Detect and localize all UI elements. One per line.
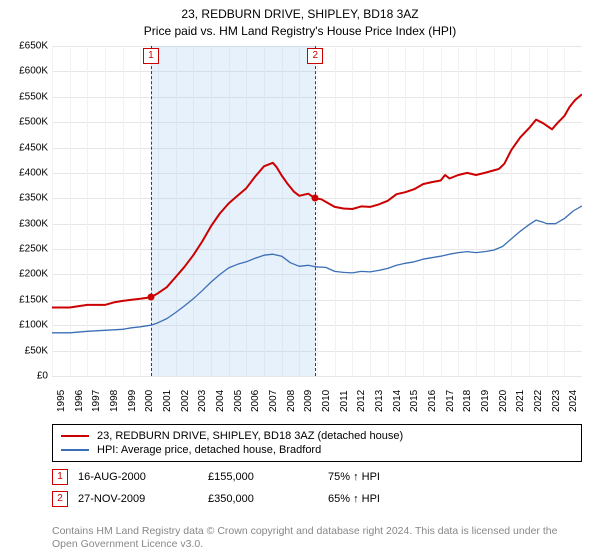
legend-item-red: 23, REDBURN DRIVE, SHIPLEY, BD18 3AZ (de… <box>61 429 573 443</box>
footer-attribution: Contains HM Land Registry data © Crown c… <box>52 525 582 552</box>
y-axis: £0£50K£100K£150K£200K£250K£300K£350K£400… <box>2 46 48 376</box>
event-number-box: 1 <box>52 469 68 485</box>
legend-item-blue: HPI: Average price, detached house, Brad… <box>61 443 573 457</box>
y-tick-label: £250K <box>19 244 48 255</box>
x-tick-label: 2014 <box>392 390 403 412</box>
x-tick-label: 2012 <box>356 390 367 412</box>
event-row: 1 16-AUG-2000£155,00075% ↑ HPI <box>52 466 582 488</box>
x-tick-label: 1999 <box>127 390 138 412</box>
x-tick-label: 2015 <box>409 390 420 412</box>
event-list: 1 16-AUG-2000£155,00075% ↑ HPI 2 27-NOV-200… <box>52 466 582 510</box>
event-pct: 65% ↑ HPI <box>328 493 448 505</box>
x-axis: 1995 1996 1997 1998 1999 2000 2001 2002 2003 2004… <box>52 378 582 418</box>
y-tick-label: £200K <box>19 269 48 280</box>
x-tick-label: 2019 <box>480 390 491 412</box>
x-tick-label: 2005 <box>233 390 244 412</box>
x-tick-label: 1996 <box>74 390 85 412</box>
legend-swatch-blue <box>61 449 89 451</box>
y-tick-label: £450K <box>19 142 48 153</box>
x-tick-label: 2007 <box>268 390 279 412</box>
event-date: 27-NOV-2009 <box>78 493 208 505</box>
x-tick-label: 2024 <box>568 390 579 412</box>
legend-swatch-red <box>61 435 89 437</box>
legend: 23, REDBURN DRIVE, SHIPLEY, BD18 3AZ (de… <box>52 424 582 462</box>
y-tick-label: £650K <box>19 41 48 52</box>
y-tick-label: £100K <box>19 320 48 331</box>
line-layer <box>52 46 582 376</box>
y-tick-label: £150K <box>19 294 48 305</box>
x-tick-label: 2000 <box>144 390 155 412</box>
x-tick-label: 1995 <box>56 390 67 412</box>
x-tick-label: 2006 <box>250 390 261 412</box>
y-tick-label: £600K <box>19 66 48 77</box>
title-line-2: Price paid vs. HM Land Registry's House … <box>144 24 456 38</box>
event-number-box: 2 <box>52 491 68 507</box>
event-pct: 75% ↑ HPI <box>328 471 448 483</box>
x-tick-label: 2004 <box>215 390 226 412</box>
x-tick-label: 2021 <box>515 390 526 412</box>
x-tick-label: 2011 <box>339 390 350 412</box>
title-line-1: 23, REDBURN DRIVE, SHIPLEY, BD18 3AZ <box>181 7 418 21</box>
y-tick-label: £400K <box>19 167 48 178</box>
x-tick-label: 2013 <box>374 390 385 412</box>
y-tick-label: £0 <box>37 371 48 382</box>
series-line <box>52 94 582 307</box>
x-tick-label: 2010 <box>321 390 332 412</box>
x-tick-label: 2003 <box>197 390 208 412</box>
legend-label-blue: HPI: Average price, detached house, Brad… <box>97 444 321 456</box>
legend-label-red: 23, REDBURN DRIVE, SHIPLEY, BD18 3AZ (de… <box>97 430 403 442</box>
y-tick-label: £350K <box>19 193 48 204</box>
y-tick-label: £300K <box>19 218 48 229</box>
x-tick-label: 2023 <box>551 390 562 412</box>
x-tick-label: 2020 <box>498 390 509 412</box>
event-price: £350,000 <box>208 493 328 505</box>
event-row: 2 27-NOV-2009£350,00065% ↑ HPI <box>52 488 582 510</box>
chart-title: 23, REDBURN DRIVE, SHIPLEY, BD18 3AZ Pri… <box>0 0 600 40</box>
y-tick-label: £500K <box>19 117 48 128</box>
x-tick-label: 2016 <box>427 390 438 412</box>
x-tick-label: 1997 <box>91 390 102 412</box>
event-price: £155,000 <box>208 471 328 483</box>
y-tick-label: £50K <box>25 345 48 356</box>
x-tick-label: 1998 <box>109 390 120 412</box>
x-tick-label: 2008 <box>286 390 297 412</box>
x-tick-label: 2009 <box>303 390 314 412</box>
chart-plot: £0£50K£100K£150K£200K£250K£300K£350K£400… <box>52 46 582 376</box>
x-tick-label: 2022 <box>533 390 544 412</box>
series-line <box>52 206 582 333</box>
x-tick-label: 2017 <box>445 390 456 412</box>
x-tick-label: 2018 <box>462 390 473 412</box>
event-date: 16-AUG-2000 <box>78 471 208 483</box>
gridline <box>52 376 582 377</box>
x-tick-label: 2001 <box>162 390 173 412</box>
y-tick-label: £550K <box>19 91 48 102</box>
x-tick-label: 2002 <box>180 390 191 412</box>
